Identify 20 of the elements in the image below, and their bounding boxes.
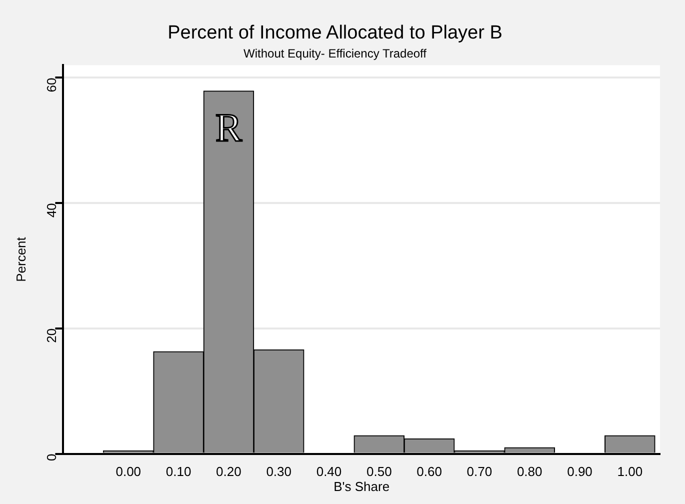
y-axis-title: Percent [13, 236, 28, 282]
y-tick-label: 60 [44, 78, 59, 92]
y-tick-label: 20 [44, 328, 59, 343]
x-tick-label: 0.40 [316, 464, 342, 480]
chart-subtitle: Without Equity- Efficiency Tradeoff [244, 46, 428, 60]
x-tick-label: 0.00 [116, 464, 142, 480]
x-tick-label: 0.90 [567, 464, 592, 480]
x-tick-label: 0.50 [366, 464, 392, 480]
y-tick-label: 0 [44, 454, 59, 462]
x-axis-title: B's Share [334, 478, 390, 494]
x-tick-label: 0.30 [266, 464, 292, 480]
x-tick-label: 0.20 [216, 464, 242, 480]
y-tick-label: 40 [44, 203, 59, 218]
x-tick-label: 0.80 [516, 464, 542, 480]
annotation: R [215, 104, 242, 150]
x-tick-label: 0.60 [416, 464, 442, 480]
x-tick-label: 0.70 [466, 464, 492, 480]
x-tick-label: 0.10 [166, 464, 192, 480]
x-tick-label: 1.00 [617, 464, 643, 480]
chart-title: Percent of Income Allocated to Player B [168, 22, 502, 44]
